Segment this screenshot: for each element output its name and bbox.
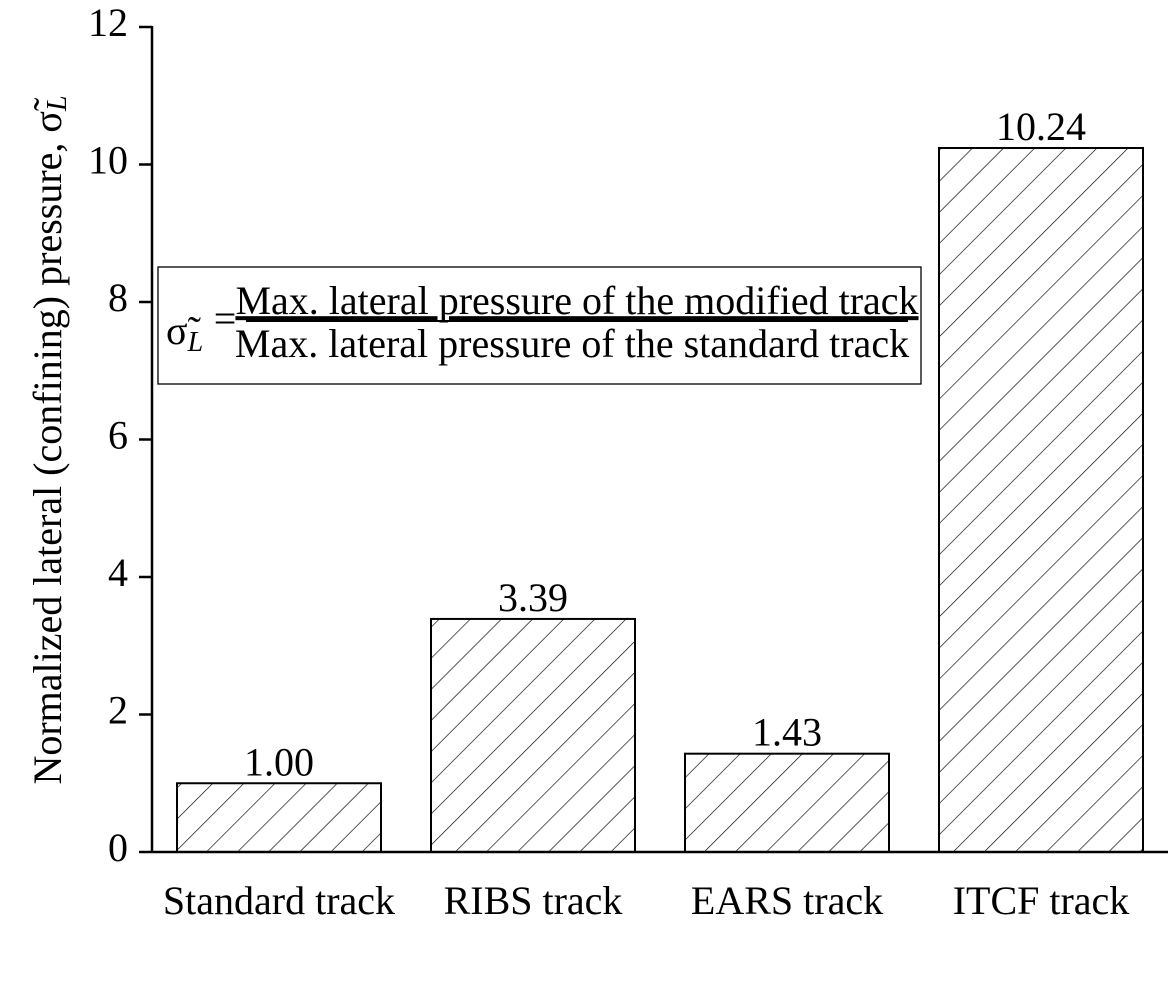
y-tick-label: 6 <box>108 413 128 458</box>
formula-box: σ̃L = Max. lateral pressure of the modif… <box>157 266 922 385</box>
value-label: 1.00 <box>244 739 314 784</box>
formula-equals: = <box>214 296 237 341</box>
x-tick-label: RIBS track <box>443 878 623 923</box>
formula-numerator: Max. lateral pressure of the modified tr… <box>235 278 918 323</box>
y-tick-label: 12 <box>88 0 128 45</box>
y-tick-label: 2 <box>108 688 128 733</box>
bar <box>430 617 636 853</box>
formula-denominator: Max. lateral pressure of the standard tr… <box>235 321 909 366</box>
value-label: 1.43 <box>752 710 822 755</box>
legend-box <box>157 266 922 385</box>
value-label: 10.24 <box>996 104 1086 149</box>
x-tick-label: ITCF track <box>952 878 1130 923</box>
y-tick-label: 8 <box>108 275 128 320</box>
y-tick-label: 0 <box>108 825 128 870</box>
y-tick-label: 4 <box>108 550 128 595</box>
y-tick-label: 10 <box>88 138 128 183</box>
x-tick-label: Standard track <box>162 878 396 923</box>
value-label: 3.39 <box>498 575 568 620</box>
bar <box>176 782 382 853</box>
y-axis-label: Normalized lateral (confining) pressure,… <box>25 95 73 784</box>
x-tick-label: EARS track <box>690 878 884 923</box>
bar <box>938 147 1144 853</box>
bar <box>684 752 890 853</box>
